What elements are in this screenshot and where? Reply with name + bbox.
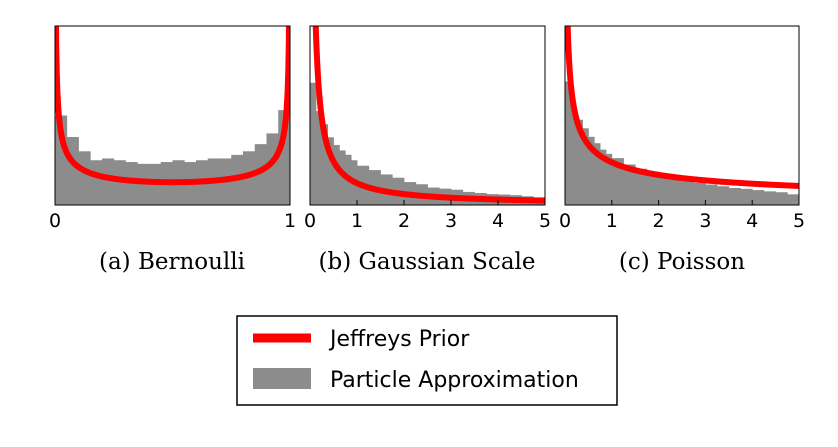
histogram-bar bbox=[333, 144, 340, 205]
histogram-bar bbox=[582, 128, 589, 205]
panel-poisson: 0 1 2 3 4 5 (c) Poisson bbox=[559, 25, 805, 275]
histogram-bar bbox=[705, 184, 718, 205]
axes-frame bbox=[54, 25, 291, 206]
histogram-bar bbox=[113, 160, 126, 205]
histogram-bar bbox=[315, 111, 323, 205]
histogram-bar bbox=[90, 160, 103, 205]
x-tick-label: 5 bbox=[539, 210, 551, 232]
x-tick-label: 4 bbox=[492, 210, 504, 232]
jeffreys-prior-curve bbox=[312, 26, 545, 204]
histogram-bar bbox=[693, 182, 706, 205]
x-tick-label: 5 bbox=[793, 210, 805, 232]
histogram-bar bbox=[310, 82, 317, 205]
histogram-bar bbox=[576, 119, 583, 205]
x-tick-label: 1 bbox=[284, 210, 296, 232]
histogram-bar bbox=[594, 143, 601, 205]
histogram-bar bbox=[605, 153, 613, 205]
caption-gaussian-scale: (b) Gaussian Scale bbox=[319, 249, 536, 275]
x-tick-label: 1 bbox=[606, 210, 618, 232]
legend: Jeffreys Prior Particle Approximation bbox=[236, 315, 618, 406]
legend-swatch-particle-approximation bbox=[253, 368, 311, 389]
histogram-bar bbox=[775, 192, 788, 205]
x-tick-label: 0 bbox=[304, 210, 316, 232]
histogram-bar bbox=[611, 158, 624, 205]
histogram-bar bbox=[66, 136, 79, 205]
x-tick-label: 3 bbox=[445, 210, 457, 232]
caption-bernoulli: (a) Bernoulli bbox=[99, 249, 245, 275]
x-tick-label: 3 bbox=[699, 210, 711, 232]
histogram-bar bbox=[321, 124, 329, 205]
histogram-bar bbox=[635, 168, 648, 205]
panel-gaussian-scale: 0 1 2 3 4 5(b) Gaussian Scale bbox=[304, 25, 551, 275]
histogram-bar bbox=[623, 164, 636, 205]
histogram-bar bbox=[78, 151, 91, 205]
histogram-bar bbox=[243, 151, 256, 205]
histogram-bar bbox=[600, 149, 607, 205]
legend-label-jeffreys-prior: Jeffreys Prior bbox=[328, 327, 470, 352]
axes-frame bbox=[309, 25, 546, 206]
caption-poisson: (c) Poisson bbox=[619, 249, 745, 275]
histogram-poisson bbox=[565, 81, 799, 205]
histogram-bar bbox=[254, 144, 267, 205]
legend-label-particle-approximation: Particle Approximation bbox=[330, 368, 579, 393]
histogram-bar bbox=[339, 150, 346, 205]
x-tick-label: 0 bbox=[559, 210, 571, 232]
axes-frame bbox=[564, 25, 800, 206]
histogram-bar bbox=[327, 137, 334, 205]
histogram-bar bbox=[570, 106, 578, 205]
histogram-bar bbox=[278, 110, 290, 205]
legend-box bbox=[236, 315, 618, 406]
panel-bernoulli: 0 1 (a) Bernoulli bbox=[49, 25, 296, 275]
histogram-bar bbox=[740, 188, 753, 205]
x-tick-label: 4 bbox=[746, 210, 758, 232]
histogram-bar bbox=[588, 136, 595, 205]
jeffreys-prior-curve bbox=[55, 26, 290, 186]
histogram-bar bbox=[102, 158, 115, 205]
x-tick-label: 0 bbox=[49, 210, 61, 232]
histogram-bar bbox=[565, 81, 572, 205]
histogram-bar bbox=[752, 190, 765, 205]
histogram-bar bbox=[658, 175, 671, 205]
histogram-bar bbox=[670, 177, 683, 205]
histogram-gaussian-scale bbox=[310, 82, 545, 205]
histogram-bar bbox=[763, 191, 776, 205]
histogram-bar bbox=[787, 194, 799, 205]
histogram-bar bbox=[728, 187, 741, 205]
histogram-bar bbox=[682, 180, 695, 205]
histogram-bar bbox=[646, 171, 659, 205]
histogram-bar bbox=[717, 186, 730, 205]
jeffreys-prior-curve bbox=[565, 26, 799, 189]
x-tick-label: 1 bbox=[351, 210, 363, 232]
histogram-bernoulli bbox=[55, 110, 290, 205]
x-tick-label: 2 bbox=[398, 210, 410, 232]
x-tick-label: 2 bbox=[653, 210, 665, 232]
